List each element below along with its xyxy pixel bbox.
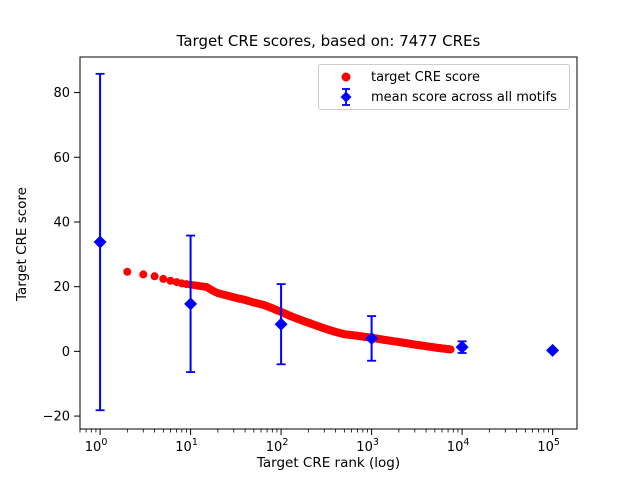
target-score-point — [166, 276, 175, 285]
y-tick-label: −20 — [43, 410, 70, 425]
mean-score-point — [274, 317, 288, 331]
mean-score-point — [365, 331, 379, 345]
x-tick-label: 101 — [175, 437, 198, 455]
legend-item-mean-score: mean score across all motifs — [329, 87, 569, 107]
x-axis-ticks: 100 101 102 103 104 105 — [85, 429, 560, 455]
red-circle-marker-icon — [341, 72, 351, 82]
y-tick-label: 80 — [53, 86, 70, 101]
legend-item-target-score: target CRE score — [329, 67, 569, 87]
target-score-point — [150, 272, 159, 281]
x-tick-label: 105 — [537, 437, 560, 455]
x-axis-label: Target CRE rank (log) — [256, 455, 401, 471]
blue-diamond-errorbar-icon — [340, 88, 352, 106]
target-score-point — [123, 267, 132, 276]
x-tick-label: 102 — [266, 437, 289, 455]
mean-score-point — [455, 340, 469, 354]
axes-frame — [79, 56, 578, 430]
y-tick-label: 0 — [62, 345, 70, 360]
y-tick-label: 20 — [53, 280, 70, 295]
y-tick-label: 40 — [53, 215, 70, 230]
mean-score-point — [546, 343, 560, 357]
x-tick-label: 103 — [356, 437, 379, 455]
mean-score-point — [184, 297, 198, 311]
x-tick-label: 100 — [85, 437, 108, 455]
target-score-point — [159, 274, 168, 283]
x-axis-minor-ticks — [79, 429, 549, 433]
series-target-cre-score — [96, 237, 455, 354]
y-axis-label: Target CRE score — [14, 187, 30, 301]
mean-score-point — [93, 235, 107, 249]
legend-label-mean-score: mean score across all motifs — [371, 89, 557, 105]
legend: target CRE score mean score across all m… — [318, 64, 570, 110]
y-axis-ticks: −20 0 20 40 60 80 — [43, 86, 80, 425]
chart-title: Target CRE scores, based on: 7477 CREs — [176, 32, 481, 50]
target-score-point — [139, 270, 148, 279]
legend-label-target-score: target CRE score — [371, 69, 481, 85]
x-tick-label: 104 — [447, 437, 470, 455]
series-mean-score — [93, 72, 560, 412]
target-score-point — [446, 345, 455, 354]
y-tick-label: 60 — [53, 151, 70, 166]
